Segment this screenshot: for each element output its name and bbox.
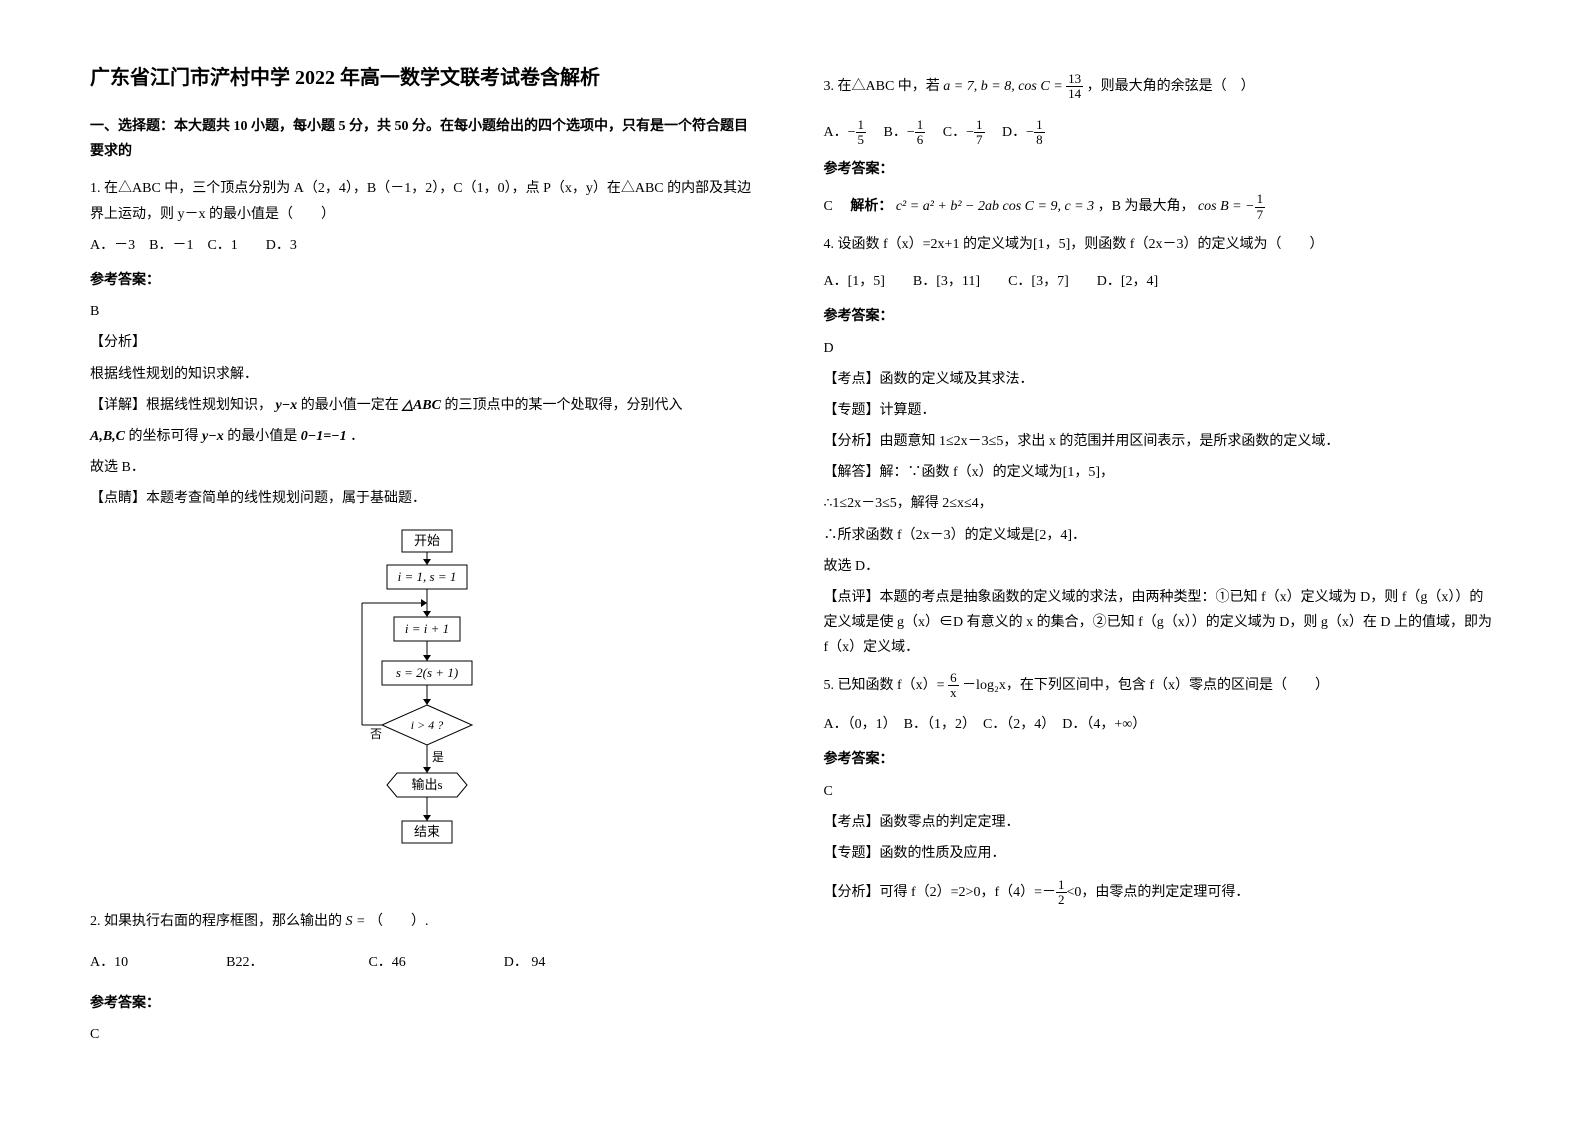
q1-xiangjie3: 的三顶点中的某一个处取得，分别代入 — [444, 398, 682, 413]
fc-inc: i = i + 1 — [405, 621, 449, 636]
q1-xiangjie6: ． — [350, 429, 364, 444]
q2-text1: 2. 如果执行右面的程序框图，那么输出的 — [90, 914, 342, 929]
q3-jiexi-label: 解析： — [850, 199, 892, 214]
question-1: 1. 在△ABC 中，三个顶点分别为 A（2，4），B（－1，2），C（1，0）… — [90, 176, 754, 511]
q1-xiangjie1: 根据线性规划知识， — [146, 398, 272, 413]
flowchart-svg: 开始 i = 1, s = 1 i = i + 1 s = 2(s + 1) i… — [332, 525, 512, 885]
section-title: 一、选择题：本大题共 10 小题，每小题 5 分，共 50 分。在每小题给出的四… — [90, 114, 754, 164]
q4-jieda2: ∴1≤2x－3≤5，解得 2≤x≤4， — [824, 491, 1498, 516]
q3-line: 3. 在△ABC 中，若 a = 7, b = 8, cos C = 1314 … — [824, 72, 1498, 102]
q1-dianjing-text: 本题考查简单的线性规划问题，属于基础题． — [146, 491, 426, 506]
q1-fenxi: 根据线性规划的知识求解． — [90, 362, 754, 387]
q2-options-row: A．10 B22． C．46 D． 94 — [90, 950, 754, 975]
q4-guxuan: 故选 D． — [824, 554, 1498, 579]
q4-options: A．[1，5] B．[3，11] C．[3，7] D．[2，4] — [824, 269, 1498, 294]
q1-expr1: y−x — [276, 398, 298, 413]
q3-jiexi1: c² = a² + b² − 2ab cos C = 9, c = 3 — [896, 199, 1094, 214]
q5-answer-label: 参考答案： — [824, 747, 1498, 772]
q1-expr2: △ABC — [402, 398, 441, 413]
question-3: 3. 在△ABC 中，若 a = 7, b = 8, cos C = 1314 … — [824, 72, 1498, 222]
q2-opt-d: 94 — [531, 955, 545, 970]
q5-text2: －log₂x，在下列区间中，包含 f（x）零点的区间是（ ） — [962, 678, 1329, 693]
q3-options: A．−15 B．−16 C．−17 D．−18 — [824, 118, 1498, 148]
q3-formula: a = 7, b = 8, cos C = — [943, 79, 1066, 94]
q1-text: 1. 在△ABC 中，三个顶点分别为 A（2，4），B（－1，2），C（1，0）… — [90, 176, 754, 226]
q1-dianjing-label: 【点睛】 — [90, 491, 146, 506]
q4-jieda3: ∴所求函数 f（2x－3）的定义域是[2，4]． — [824, 523, 1498, 548]
q3-jiexi2: ，B 为最大角， — [1098, 199, 1195, 214]
q1-xiangjie: 【详解】根据线性规划知识， y−x 的最小值一定在 △ABC 的三顶点中的某一个… — [90, 393, 754, 418]
q3-jiexi3: cos B = − — [1198, 199, 1255, 214]
q4-kaodian: 【考点】函数的定义域及其求法． — [824, 367, 1498, 392]
q3-opt-b-label: B． — [884, 125, 907, 140]
page-title: 广东省江门市浐村中学 2022 年高一数学文联考试卷含解析 — [90, 60, 754, 96]
q3-text1: 3. 在△ABC 中，若 — [824, 79, 940, 94]
q5-kaodian: 【考点】函数零点的判定定理． — [824, 810, 1498, 835]
q1-options: A．－3 B．－1 C．1 D．3 — [90, 233, 754, 258]
q3-opt-d-label: D． — [1002, 125, 1026, 140]
q1-answer: B — [90, 299, 754, 324]
q5-options: A．（0，1） B．（1，2） C．（2，4） D．（4，+∞） — [824, 712, 1498, 737]
q1-expr3: y−x — [202, 429, 224, 444]
q5-text1: 5. 已知函数 f（x）= — [824, 678, 949, 693]
q3-answer: C — [824, 199, 847, 214]
q4-fenxi: 【分析】由题意知 1≤2x－3≤5，求出 x 的范围并用区间表示，是所求函数的定… — [824, 429, 1498, 454]
q3-answer-label: 参考答案： — [824, 157, 1498, 182]
q1-abc: A,B,C — [90, 429, 125, 444]
q1-xiangjie4: 的坐标可得 — [129, 429, 199, 444]
q1-expr4: 0−1=−1 — [301, 429, 347, 444]
q4-text: 4. 设函数 f（x）=2x+1 的定义域为[1，5]，则函数 f（2x－3）的… — [824, 232, 1498, 257]
fc-cond: i > 4 ? — [411, 718, 443, 732]
q5-answer: C — [824, 779, 1498, 804]
q2-answer-label: 参考答案： — [90, 991, 754, 1016]
question-5: 5. 已知函数 f（x）= 6x －log₂x，在下列区间中，包含 f（x）零点… — [824, 671, 1498, 908]
q3-opt-c-label: C． — [943, 125, 966, 140]
q1-xiangjie2: 的最小值一定在 — [301, 398, 399, 413]
q1-xiangjie-line2: A,B,C 的坐标可得 y−x 的最小值是 0−1=−1 ． — [90, 424, 754, 449]
q1-fenxi-label: 【分析】 — [90, 330, 754, 355]
q1-answer-label: 参考答案： — [90, 268, 754, 293]
fc-init: i = 1, s = 1 — [397, 569, 456, 584]
fc-start: 开始 — [414, 533, 440, 548]
q5-fenxi: 【分析】可得 f（2）=2>0，f（4）=－12<0，由零点的判定定理可得． — [824, 878, 1498, 908]
question-4: 4. 设函数 f（x）=2x+1 的定义域为[1，5]，则函数 f（2x－3）的… — [824, 232, 1498, 661]
q5-zhuanti: 【专题】函数的性质及应用． — [824, 841, 1498, 866]
fc-calc: s = 2(s + 1) — [396, 665, 458, 680]
question-2: 2. 如果执行右面的程序框图，那么输出的 S = （ ）. A．10 B22． … — [90, 909, 754, 1048]
q2-s: S = — [346, 914, 369, 929]
fc-no: 否 — [370, 727, 382, 741]
q5-text: 5. 已知函数 f（x）= 6x －log₂x，在下列区间中，包含 f（x）零点… — [824, 671, 1498, 701]
q3-opt-a-label: A． — [824, 125, 848, 140]
fc-yes: 是 — [432, 750, 444, 764]
q1-dianjing: 【点睛】本题考查简单的线性规划问题，属于基础题． — [90, 486, 754, 511]
fc-end: 结束 — [414, 824, 440, 839]
q4-dianping: 【点评】本题的考点是抽象函数的定义域的求法，由两种类型：①已知 f（x）定义域为… — [824, 585, 1498, 661]
q3-text2: ，则最大角的余弦是（ ） — [1087, 79, 1255, 94]
fc-out: 输出s — [411, 777, 442, 792]
q4-answer: D — [824, 336, 1498, 361]
q4-zhuanti: 【专题】计算题． — [824, 398, 1498, 423]
q4-jieda1: 【解答】解：∵函数 f（x）的定义域为[1，5]， — [824, 460, 1498, 485]
q3-frac: 1314 — [1066, 72, 1083, 102]
q2-text2: （ ）. — [369, 914, 429, 929]
flowchart: 开始 i = 1, s = 1 i = i + 1 s = 2(s + 1) i… — [90, 525, 754, 894]
q2-options: A．10 B22． C．46 D． — [90, 955, 528, 970]
q1-xiangjie-label: 【详解】 — [90, 398, 146, 413]
q3-jiexi: C 解析： c² = a² + b² − 2ab cos C = 9, c = … — [824, 192, 1498, 222]
q1-guxuan: 故选 B． — [90, 455, 754, 480]
q2-answer: C — [90, 1022, 754, 1047]
q4-answer-label: 参考答案： — [824, 304, 1498, 329]
q1-xiangjie5: 的最小值是 — [227, 429, 297, 444]
